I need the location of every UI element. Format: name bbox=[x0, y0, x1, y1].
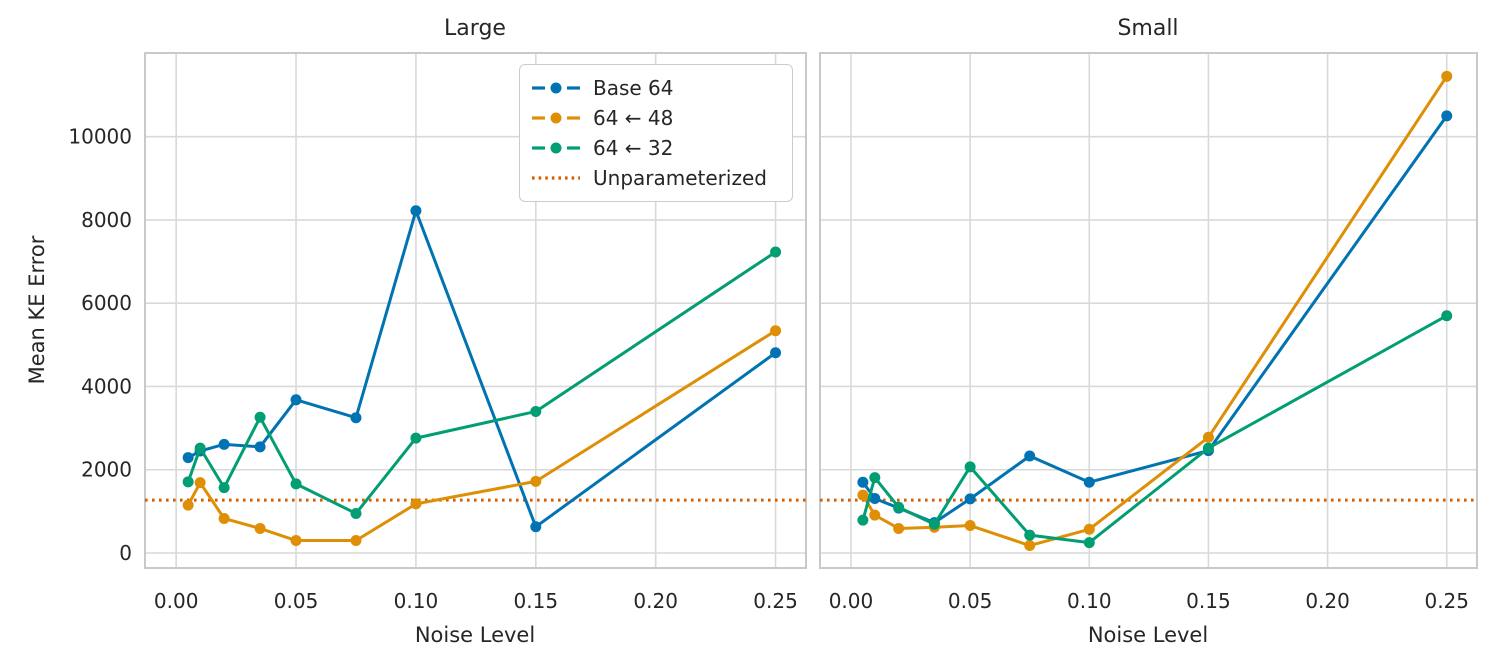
x-tick-label: 0.20 bbox=[1305, 589, 1350, 613]
legend-label: Base 64 bbox=[593, 76, 674, 100]
y-tick-label: 2000 bbox=[81, 458, 132, 482]
axes-border bbox=[819, 52, 1478, 569]
data-point bbox=[770, 347, 782, 359]
data-point bbox=[350, 507, 362, 519]
y-tick-label: 10000 bbox=[68, 125, 132, 149]
data-point bbox=[254, 441, 266, 453]
legend-row-64-32: 64 ← 32 bbox=[532, 133, 782, 163]
data-point bbox=[218, 482, 230, 494]
left-x-axis-label: Noise Level bbox=[414, 623, 536, 647]
legend: Base 64 64 ← 48 64 ← 32 Unparameterized bbox=[519, 64, 793, 202]
data-point bbox=[964, 461, 976, 473]
legend-row-unparameterized: Unparameterized bbox=[532, 163, 782, 193]
data-point bbox=[857, 476, 869, 488]
data-point bbox=[530, 405, 542, 417]
data-point bbox=[290, 394, 302, 406]
data-point bbox=[350, 412, 362, 424]
right-plot-title: Small bbox=[1117, 16, 1179, 41]
data-point bbox=[770, 246, 782, 258]
data-point bbox=[182, 452, 194, 464]
x-tick-label: 0.15 bbox=[1186, 589, 1231, 613]
data-point bbox=[1441, 70, 1453, 82]
legend-label: Unparameterized bbox=[593, 166, 767, 190]
data-point bbox=[1083, 523, 1095, 535]
data-point bbox=[928, 518, 940, 530]
data-point bbox=[1441, 310, 1453, 322]
y-tick-label: 0 bbox=[119, 541, 132, 565]
data-point bbox=[530, 475, 542, 487]
data-point bbox=[194, 477, 206, 489]
data-point bbox=[530, 521, 542, 533]
x-tick-label: 0.25 bbox=[753, 589, 798, 613]
data-point bbox=[964, 493, 976, 505]
series-line-64-←-32 bbox=[861, 314, 1448, 545]
data-point bbox=[350, 535, 362, 547]
legend-row-64-48: 64 ← 48 bbox=[532, 103, 782, 133]
data-point bbox=[1024, 540, 1036, 552]
series-line-base-64 bbox=[187, 209, 777, 529]
data-point bbox=[893, 501, 905, 513]
data-point bbox=[1202, 442, 1214, 454]
data-point bbox=[410, 205, 422, 217]
data-point bbox=[254, 522, 266, 534]
data-point bbox=[182, 476, 194, 488]
legend-label: 64 ← 32 bbox=[593, 136, 674, 160]
axes-border bbox=[144, 52, 807, 569]
data-point bbox=[857, 514, 869, 526]
data-point bbox=[869, 509, 881, 521]
data-point bbox=[964, 520, 976, 532]
data-point bbox=[254, 411, 266, 423]
data-point bbox=[290, 535, 302, 547]
x-tick-label: 0.05 bbox=[948, 589, 993, 613]
legend-line-marker-icon bbox=[532, 112, 580, 124]
data-point bbox=[1024, 450, 1036, 462]
y-tick-label: 6000 bbox=[81, 291, 132, 315]
data-point bbox=[770, 325, 782, 337]
data-point bbox=[1024, 529, 1036, 541]
x-tick-label: 0.10 bbox=[1067, 589, 1112, 613]
left-plot-title: Large bbox=[444, 16, 506, 41]
data-point bbox=[893, 522, 905, 534]
data-point bbox=[410, 498, 422, 510]
legend-row-base-64: Base 64 bbox=[532, 73, 782, 103]
data-point bbox=[869, 492, 881, 504]
data-point bbox=[857, 489, 869, 501]
x-tick-label: 0.05 bbox=[274, 589, 319, 613]
data-point bbox=[1083, 476, 1095, 488]
data-point bbox=[1441, 110, 1453, 122]
data-point bbox=[194, 442, 206, 454]
y-tick-label: 4000 bbox=[81, 374, 132, 398]
legend-dotted-line-icon bbox=[532, 176, 580, 180]
legend-line-marker-icon bbox=[532, 82, 580, 94]
data-point bbox=[1202, 431, 1214, 443]
x-tick-label: 0.20 bbox=[633, 589, 678, 613]
data-point bbox=[869, 472, 881, 484]
legend-line-marker-icon bbox=[532, 142, 580, 154]
data-point bbox=[182, 499, 194, 511]
series-line-base-64 bbox=[861, 114, 1448, 525]
x-tick-label: 0.00 bbox=[154, 589, 199, 613]
series-line-64-←-48 bbox=[186, 329, 777, 543]
x-tick-label: 0.25 bbox=[1424, 589, 1469, 613]
data-point bbox=[1083, 537, 1095, 549]
x-tick-label: 0.15 bbox=[514, 589, 559, 613]
x-tick-label: 0.10 bbox=[394, 589, 439, 613]
data-point bbox=[290, 478, 302, 490]
series-line-64-←-48 bbox=[861, 75, 1448, 548]
y-tick-label: 8000 bbox=[81, 208, 132, 232]
data-point bbox=[218, 512, 230, 524]
x-tick-label: 0.00 bbox=[829, 589, 874, 613]
data-point bbox=[410, 432, 422, 444]
data-point bbox=[218, 438, 230, 450]
right-x-axis-label: Noise Level bbox=[1087, 623, 1209, 647]
legend-label: 64 ← 48 bbox=[593, 106, 674, 130]
y-axis-label: Mean KE Error bbox=[25, 235, 49, 385]
